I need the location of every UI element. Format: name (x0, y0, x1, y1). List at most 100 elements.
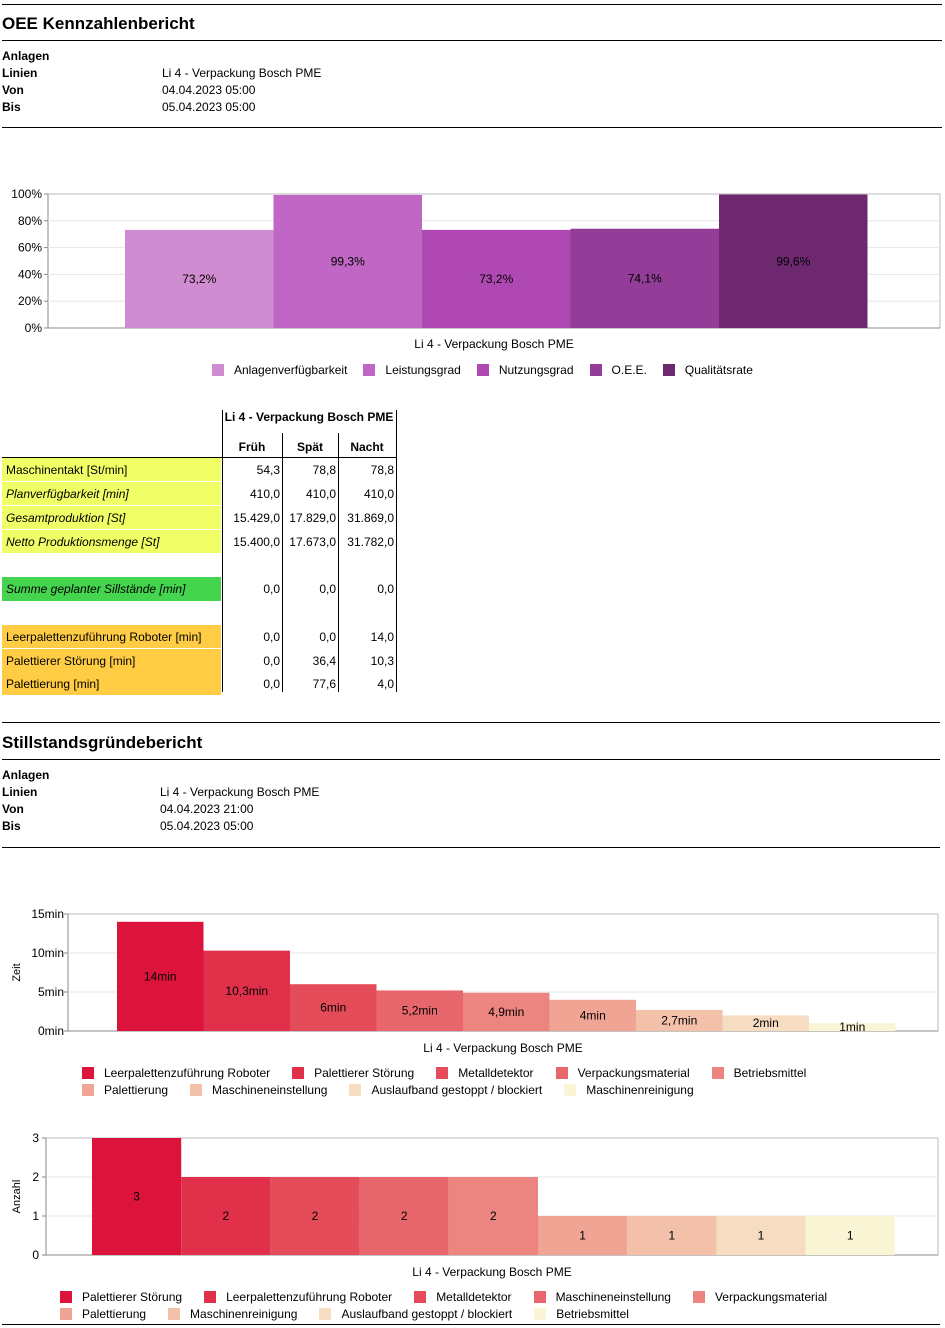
legend-swatch (82, 1066, 94, 1079)
table-row-bg (2, 625, 221, 648)
legend-swatch (692, 1290, 705, 1303)
report1-title: OEE Kennzahlenbericht (2, 14, 195, 33)
table-cell: 31.869,0 (347, 511, 394, 525)
table-cell: 36,4 (312, 654, 336, 668)
legend-item-leistungsgrad: Leistungsgrad (363, 361, 461, 378)
oee-data-label: 74,1% (628, 271, 662, 285)
table-cell: 0,0 (377, 582, 394, 596)
y-tick-label: 60% (18, 241, 42, 255)
count-data-label: 3 (133, 1190, 140, 1204)
count-data-label: 1 (847, 1229, 854, 1243)
table-cell: 78,8 (370, 463, 394, 477)
legend-item-betriebsmittel: Betriebsmittel (711, 1064, 806, 1081)
legend-swatch (212, 363, 224, 376)
legend-label: Verpackungsmaterial (714, 1289, 828, 1304)
table-cell: 54,3 (256, 463, 280, 477)
report1-meta-value-linien: Li 4 - Verpackung Bosch PME (162, 66, 322, 80)
report2-meta-value-bis: 05.04.2023 05:00 (160, 819, 254, 833)
legend-swatch (168, 1307, 181, 1320)
oee-bar-anlagenverf-gbarkeit (125, 229, 274, 328)
legend-swatch (589, 363, 602, 376)
legend-label: Metalldetektor (436, 1289, 512, 1304)
downtime-count-chart-svg: 0 1 2 3 3 2 2 2 2 1 1 1 1 Li 4 - Verpackung Bosch PME… (11, 1131, 939, 1279)
legend-item-o-e-e: O.E.E. (589, 361, 647, 378)
legend-label: Leerpalettenzuführung Roboter (104, 1065, 271, 1080)
oee-data-label: 73,2% (182, 272, 216, 286)
x-axis-label: Li 4 - Verpackung Bosch PME (412, 1265, 571, 1279)
table-cell: 0,0 (319, 582, 336, 596)
legend-swatch (711, 1066, 724, 1079)
table-row-label: Leerpalettenzuführung Roboter [min] (6, 630, 202, 644)
report2-top-divider (2, 722, 940, 723)
duration-bar-palettierung (549, 999, 636, 1031)
downtime-count-legend: Palettierer Störung Leerpalettenzuführung… (60, 1288, 930, 1322)
report2-title-divider (2, 759, 940, 760)
table-row-bg (2, 672, 221, 695)
y-tick-label: 2 (32, 1170, 39, 1184)
count-data-label: 1 (579, 1229, 586, 1243)
report2-meta-divider (2, 847, 940, 848)
table-cell: 77,6 (312, 677, 336, 691)
legend-item-maschineneinstellung: Maschineneinstellung (190, 1081, 327, 1098)
report2-meta-label-bis: Bis (2, 819, 21, 833)
legend-swatch (662, 363, 675, 376)
report1-meta-label-anlagen: Anlagen (2, 49, 50, 63)
legend-swatch (82, 1083, 94, 1096)
table-row-label: Palettierer Störung [min] (6, 654, 136, 668)
duration-bar-auslaufband-gestoppt-blockiert (722, 1015, 809, 1031)
legend-item-auslaufband-gestoppt-blockiert: Auslaufband gestoppt / blockiert (349, 1081, 542, 1098)
legend-label: Auslaufband gestoppt / blockiert (371, 1082, 543, 1097)
report1-meta-label-linien: Linien (2, 66, 38, 80)
legend-swatch (204, 1290, 217, 1303)
table-col-header-fr-h: Früh (238, 440, 266, 454)
x-axis-label: Li 4 - Verpackung Bosch PME (423, 1041, 582, 1055)
legend-label: Qualitätsrate (684, 362, 753, 377)
count-bar-leerpalettenzuf-hrung-roboter (181, 1177, 271, 1255)
table-row-bg (2, 506, 221, 529)
legend-item-palettierung: Palettierung (60, 1305, 146, 1322)
legend-item-palettierung: Palettierung (82, 1081, 168, 1098)
table-col-header-nacht: Nacht (350, 440, 384, 454)
report1-meta-label-bis: Bis (2, 100, 21, 114)
table-row-label: Planverfügbarkeit [min] (6, 487, 129, 501)
table-row-label: Summe geplanter Sillstände [min] (6, 582, 186, 596)
legend-label: Leerpalettenzuführung Roboter (226, 1289, 393, 1304)
duration-data-label: 4min (580, 1008, 606, 1022)
legend-swatch (190, 1083, 203, 1096)
legend-swatch (414, 1290, 427, 1303)
legend-item-palettierer-st-rung: Palettierer Störung (60, 1288, 182, 1305)
report1-meta-label-von: Von (2, 83, 24, 97)
legend-item-verpackungsmaterial: Verpackungsmaterial (555, 1064, 690, 1081)
duration-data-label: 10,3min (225, 984, 268, 998)
table-col-divider (222, 410, 223, 692)
bottom-divider (2, 1324, 940, 1325)
legend-label: O.E.E. (611, 362, 647, 377)
table-col-divider (338, 433, 339, 692)
table-row-label: Maschinentakt [St/min] (6, 463, 128, 477)
table-row-bg (2, 482, 221, 505)
report2-meta-label-linien: Linien (2, 785, 38, 799)
count-bar-palettierung (538, 1216, 628, 1255)
table-cell: 410,0 (249, 487, 280, 501)
duration-bar-leerpalettenzuf-hrung-roboter (117, 921, 204, 1031)
report1-meta-divider (2, 127, 942, 128)
table-cell: 15.429,0 (233, 511, 280, 525)
legend-label: Palettierer Störung (314, 1065, 415, 1080)
oee-bar-qualit-tsrate (719, 194, 868, 328)
count-data-label: 2 (222, 1209, 229, 1223)
oee-data-label: 99,6% (776, 254, 810, 268)
downtime-duration-chart: 0min 5min 10min 15min 14min 10,3min 6min 5,2min… (0, 900, 945, 1060)
duration-bar-betriebsmittel (463, 992, 550, 1031)
count-bar-metalldetektor (270, 1177, 360, 1255)
count-bar-auslaufband-gestoppt-blockiert (716, 1216, 806, 1255)
table-cell: 31.782,0 (347, 535, 394, 549)
y-tick-label: 40% (18, 267, 42, 281)
oee-data-label: 73,2% (479, 272, 513, 286)
downtime-duration-legend: Leerpalettenzuführung Roboter Palettierer… (82, 1064, 902, 1098)
oee-bar-o-e-e (570, 228, 719, 328)
legend-item-leerpalettenzuf-hrung-roboter: Leerpalettenzuführung Roboter (82, 1064, 270, 1081)
legend-swatch (292, 1066, 305, 1079)
legend-swatch (349, 1083, 362, 1096)
legend-label: Maschineneinstellung (555, 1289, 671, 1304)
duration-bar-maschinenreinigung (809, 1023, 896, 1031)
